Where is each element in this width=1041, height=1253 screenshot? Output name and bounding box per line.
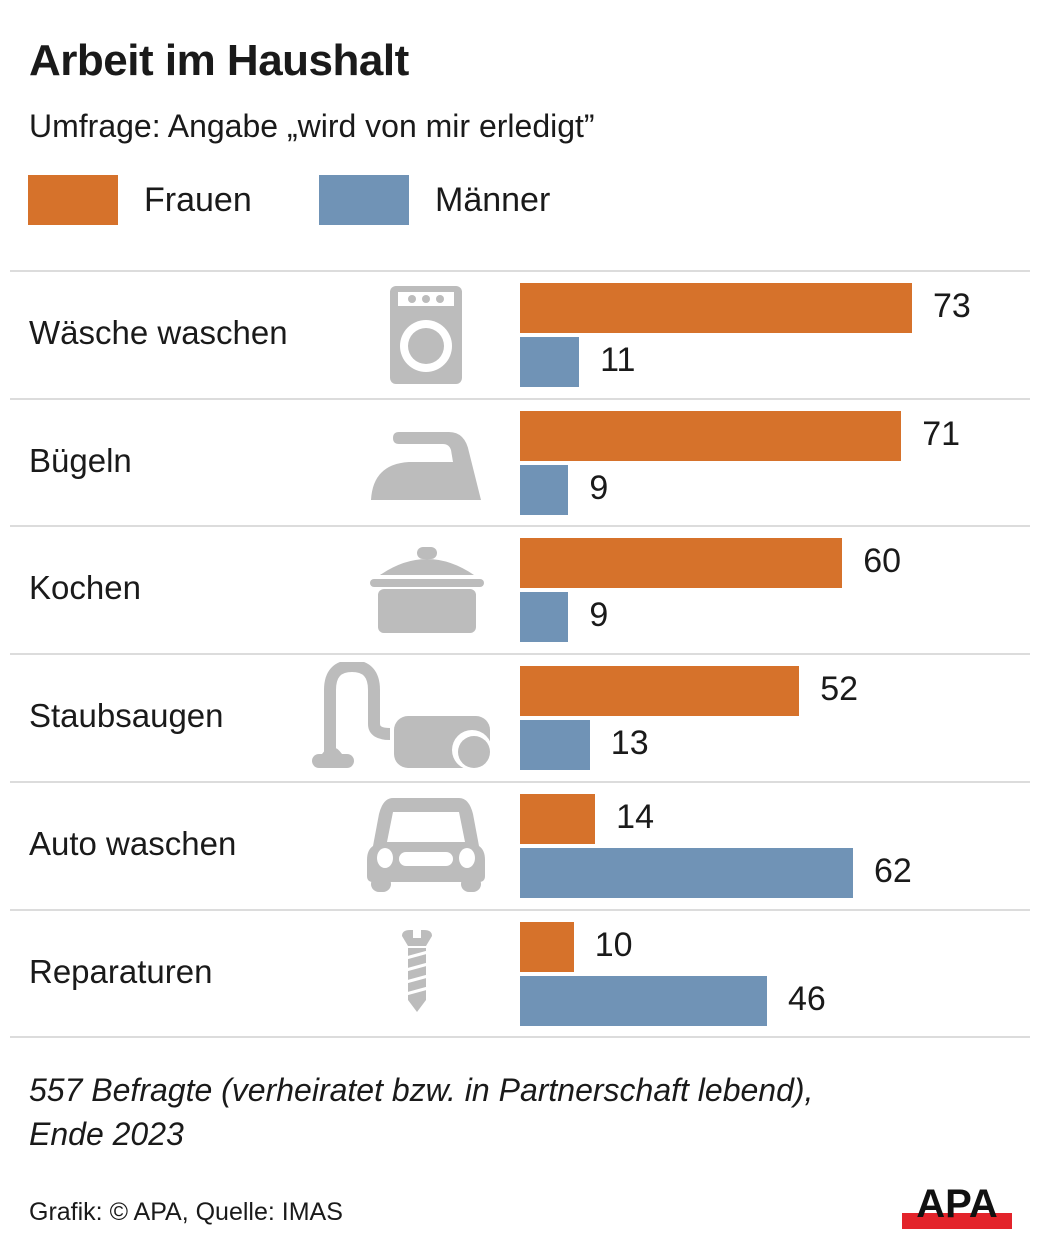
footnote-line-2: Ende 2023 — [29, 1116, 184, 1152]
footnote-line-1: 557 Befragte (verheiratet bzw. in Partne… — [29, 1072, 814, 1108]
row-divider — [10, 908, 1030, 911]
screw-icon — [400, 930, 434, 1019]
bar-frauen — [520, 410, 902, 461]
data-label-maenner: 13 — [610, 724, 649, 763]
data-label-frauen: 60 — [863, 542, 902, 581]
legend-swatch-frauen — [28, 175, 118, 225]
cooking-pot-icon — [370, 547, 484, 640]
bar-frauen — [520, 283, 912, 333]
bar-maenner — [520, 337, 580, 387]
bar-maenner — [520, 975, 768, 1026]
row-divider — [10, 397, 1030, 400]
footnote: 557 Befragte (verheiratet bzw. in Partne… — [29, 1068, 813, 1156]
bar-frauen — [520, 538, 843, 589]
data-label-frauen: 73 — [933, 287, 971, 325]
iron-icon — [369, 424, 485, 507]
bar-frauen — [520, 666, 800, 717]
logo-text: APA — [916, 1183, 997, 1226]
category-label: Bügeln — [29, 441, 132, 479]
row-divider — [10, 653, 1030, 656]
legend-swatch-maenner — [319, 175, 409, 225]
category-label: Auto waschen — [29, 824, 237, 862]
washing-machine-icon — [388, 284, 464, 391]
data-label-maenner: 9 — [589, 596, 609, 635]
category-label: Wäsche waschen — [29, 314, 288, 351]
legend-item-frauen: Frauen — [28, 175, 252, 225]
car-icon — [367, 794, 485, 899]
data-label-frauen: 14 — [616, 797, 654, 836]
bar-maenner — [520, 720, 590, 771]
legend-item-maenner: Männer — [319, 175, 550, 225]
chart-title: Arbeit im Haushalt — [29, 36, 409, 85]
bar-frauen — [520, 921, 574, 972]
data-label-maenner: 46 — [788, 979, 826, 1018]
data-label-frauen: 71 — [922, 414, 961, 453]
row-divider — [10, 525, 1030, 528]
logo-red-bar — [902, 1213, 1012, 1229]
category-label: Reparaturen — [29, 952, 213, 990]
vacuum-cleaner-icon — [310, 659, 494, 775]
chart-subtitle: Umfrage: Angabe „wird von mir erledigt” — [29, 108, 595, 144]
bar-maenner — [520, 464, 569, 515]
category-label: Staubsaugen — [29, 697, 224, 735]
apa-logo: APA — [902, 1183, 1012, 1229]
legend-label-frauen: Frauen — [144, 180, 252, 219]
row-divider — [10, 270, 1030, 272]
bar-maenner — [520, 592, 569, 643]
data-label-frauen: 10 — [594, 925, 633, 964]
row-divider — [10, 780, 1030, 783]
data-label-frauen: 52 — [820, 670, 859, 709]
bar-maenner — [520, 847, 853, 898]
data-label-maenner: 9 — [589, 468, 609, 507]
row-divider — [10, 1036, 1030, 1039]
category-label: Kochen — [29, 569, 141, 607]
bar-frauen — [520, 793, 596, 844]
data-label-maenner: 11 — [600, 341, 636, 379]
legend-label-maenner: Männer — [435, 180, 551, 219]
data-label-maenner: 62 — [873, 851, 912, 890]
source-credit: Grafik: © APA, Quelle: IMAS — [29, 1198, 343, 1226]
